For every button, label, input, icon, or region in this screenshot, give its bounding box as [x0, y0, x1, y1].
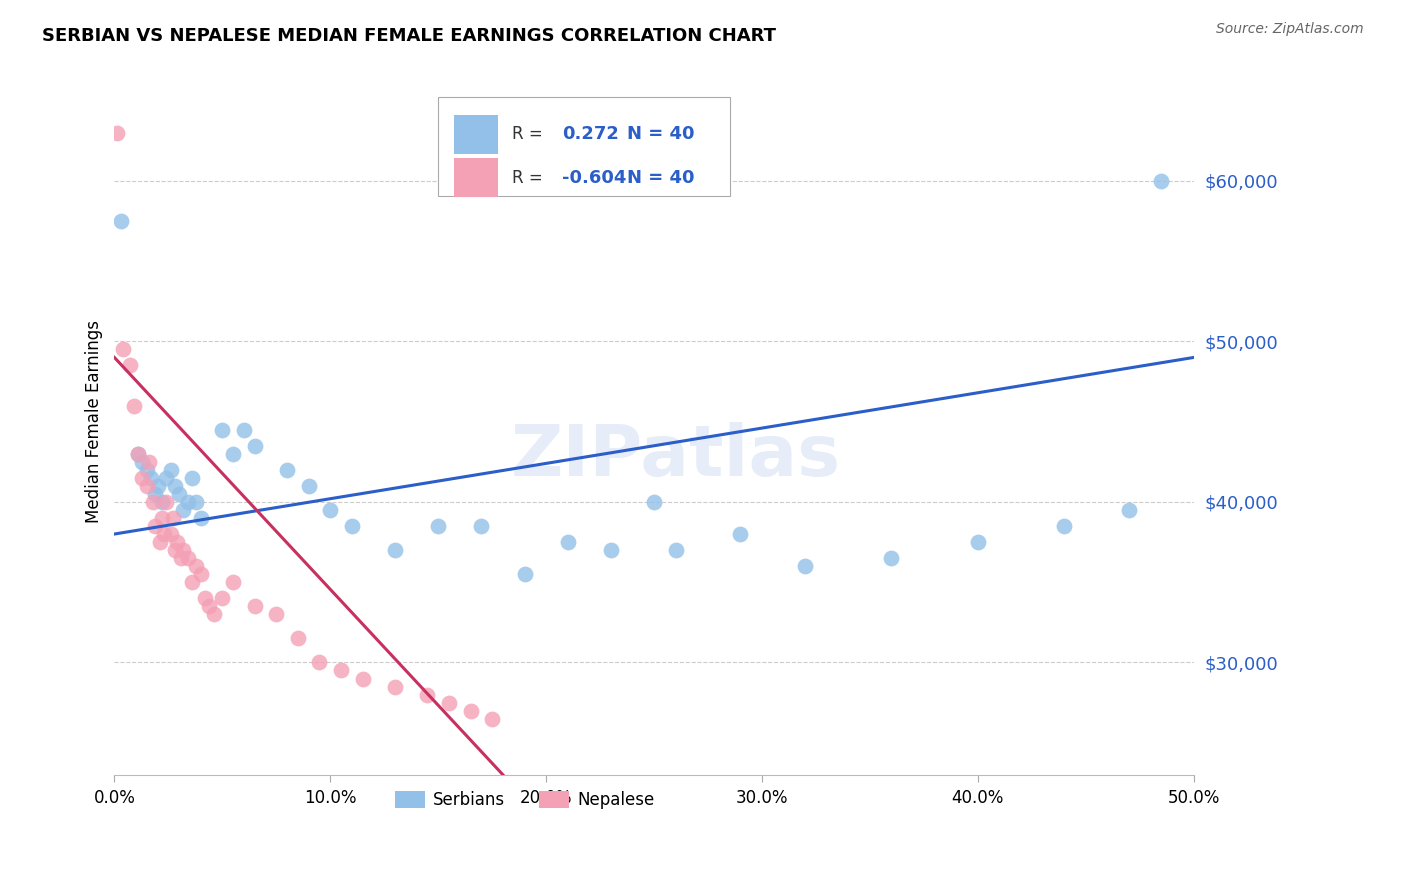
Point: [427, 519, 450, 533]
Point: [481, 712, 503, 726]
Point: [149, 535, 172, 549]
Text: R =: R =: [512, 126, 547, 144]
Point: [276, 463, 298, 477]
Point: [966, 535, 988, 549]
Point: [222, 447, 245, 461]
Point: [1150, 174, 1173, 188]
Point: [211, 591, 233, 606]
Text: -0.604: -0.604: [562, 169, 627, 186]
Point: [181, 471, 204, 485]
Point: [190, 511, 212, 525]
Point: [163, 479, 186, 493]
Point: [135, 479, 157, 493]
Point: [163, 543, 186, 558]
Point: [105, 126, 128, 140]
Point: [122, 399, 145, 413]
Text: N = 40: N = 40: [627, 169, 695, 186]
Point: [177, 495, 200, 509]
Point: [186, 559, 208, 574]
Point: [150, 495, 173, 509]
Point: [127, 447, 149, 461]
Text: Source: ZipAtlas.com: Source: ZipAtlas.com: [1216, 22, 1364, 37]
Point: [730, 527, 752, 541]
Text: R =: R =: [512, 169, 547, 186]
Point: [794, 559, 817, 574]
Text: ZIPatlas: ZIPatlas: [510, 423, 841, 491]
Point: [131, 471, 153, 485]
Point: [352, 672, 374, 686]
Point: [112, 343, 135, 357]
Point: [384, 543, 406, 558]
Point: [118, 359, 141, 373]
Text: 0.272: 0.272: [562, 126, 619, 144]
Point: [319, 503, 342, 517]
Point: [460, 704, 482, 718]
Point: [308, 656, 330, 670]
Point: [150, 511, 173, 525]
Point: [153, 527, 176, 541]
Point: [177, 551, 200, 566]
Point: [170, 551, 193, 566]
Point: [167, 487, 190, 501]
Legend: Serbians, Nepalese: Serbians, Nepalese: [388, 784, 661, 816]
Point: [155, 495, 177, 509]
Point: [557, 535, 579, 549]
Point: [416, 688, 439, 702]
Bar: [454, 115, 498, 153]
Point: [643, 495, 665, 509]
Point: [110, 214, 132, 228]
Point: [470, 519, 492, 533]
Point: [145, 487, 167, 501]
Text: SERBIAN VS NEPALESE MEDIAN FEMALE EARNINGS CORRELATION CHART: SERBIAN VS NEPALESE MEDIAN FEMALE EARNIN…: [42, 27, 776, 45]
Point: [172, 543, 194, 558]
FancyBboxPatch shape: [439, 96, 730, 195]
Point: [222, 575, 245, 590]
Point: [340, 519, 363, 533]
Point: [127, 447, 149, 461]
Point: [186, 495, 208, 509]
Point: [437, 696, 460, 710]
Point: [243, 439, 266, 453]
Point: [190, 567, 212, 582]
Point: [665, 543, 688, 558]
Point: [287, 632, 309, 646]
Point: [172, 503, 194, 517]
Point: [145, 519, 167, 533]
Point: [198, 599, 221, 614]
Point: [139, 471, 162, 485]
Point: [181, 575, 204, 590]
Point: [131, 455, 153, 469]
Point: [162, 511, 184, 525]
Point: [243, 599, 266, 614]
Point: [599, 543, 621, 558]
Point: [202, 607, 225, 622]
Point: [513, 567, 536, 582]
Point: [135, 463, 157, 477]
Point: [330, 664, 353, 678]
Point: [384, 680, 406, 694]
Point: [142, 495, 165, 509]
Point: [266, 607, 288, 622]
Point: [211, 423, 233, 437]
Point: [298, 479, 321, 493]
Point: [1118, 503, 1140, 517]
Point: [159, 527, 181, 541]
Point: [880, 551, 903, 566]
Bar: [454, 159, 498, 197]
Point: [1053, 519, 1076, 533]
Text: N = 40: N = 40: [627, 126, 695, 144]
Point: [146, 479, 169, 493]
Point: [232, 423, 254, 437]
Point: [155, 471, 177, 485]
Point: [138, 455, 160, 469]
Y-axis label: Median Female Earnings: Median Female Earnings: [86, 320, 103, 524]
Point: [166, 535, 188, 549]
Point: [194, 591, 217, 606]
Point: [159, 463, 181, 477]
